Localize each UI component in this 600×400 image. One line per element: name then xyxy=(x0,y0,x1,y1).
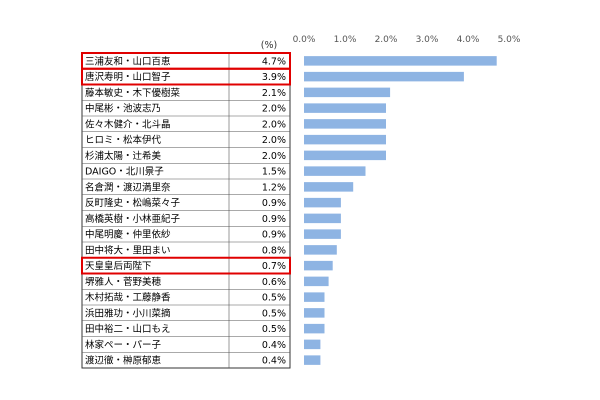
bar xyxy=(304,323,325,334)
value-label: 0.4% xyxy=(262,356,286,367)
bar xyxy=(304,134,386,145)
x-tick-label: 1.0% xyxy=(334,35,357,45)
category-label: 唐沢寿明・山口智子 xyxy=(85,71,171,83)
category-label: 佐々木健介・北斗晶 xyxy=(85,118,171,130)
bar xyxy=(304,197,341,208)
value-label: 2.1% xyxy=(262,88,286,99)
highlight-box xyxy=(81,67,291,86)
bar xyxy=(304,292,325,302)
bar xyxy=(304,150,386,161)
value-label: 0.5% xyxy=(262,324,286,335)
category-label: 堺雅人・菅野美穂 xyxy=(85,276,162,288)
value-label: 0.4% xyxy=(262,340,286,351)
bar xyxy=(304,260,333,271)
value-label: 1.5% xyxy=(262,167,286,178)
value-label: 0.9% xyxy=(262,214,286,225)
category-label: 名倉潤・渡辺満里奈 xyxy=(85,181,171,193)
bar xyxy=(304,182,354,192)
bar xyxy=(304,119,386,129)
bar xyxy=(304,56,497,66)
highlight-box xyxy=(81,256,291,275)
value-label: 2.0% xyxy=(262,119,286,130)
category-label: 杉浦太陽・辻希美 xyxy=(85,150,162,162)
x-tick-label: 0.0% xyxy=(293,35,316,45)
bar xyxy=(304,87,391,98)
bar xyxy=(304,213,341,224)
category-label: 渡辺徹・榊原郁恵 xyxy=(85,355,162,367)
category-label: DAIGO・北川景子 xyxy=(85,167,164,178)
bar xyxy=(304,339,321,350)
bar xyxy=(304,276,329,287)
value-label: 2.0% xyxy=(262,151,286,162)
bar xyxy=(304,71,464,82)
x-tick-label: 5.0% xyxy=(498,35,521,45)
category-label: 木村拓哉・工藤静香 xyxy=(85,292,171,304)
value-label: 1.2% xyxy=(262,182,286,193)
value-label: 0.9% xyxy=(262,198,286,209)
value-label: 0.5% xyxy=(262,308,286,319)
value-label: 2.0% xyxy=(262,104,286,115)
category-label: 田中裕二・山口もえ xyxy=(85,323,171,335)
category-label: 天皇皇后両陛下 xyxy=(85,260,152,272)
bar xyxy=(304,308,325,318)
value-label: 3.9% xyxy=(262,72,286,83)
category-label: 中尾明慶・仲里依紗 xyxy=(85,229,171,241)
bar xyxy=(304,355,321,365)
value-label: 0.8% xyxy=(262,245,286,256)
value-label: 0.5% xyxy=(262,293,286,304)
category-label: 三浦友和・山口百恵 xyxy=(85,55,171,67)
bar xyxy=(304,245,337,255)
category-label: 浜田雅功・小川菜摘 xyxy=(85,307,171,319)
bar xyxy=(304,166,366,176)
value-label: 4.7% xyxy=(262,56,286,67)
value-label: 0.7% xyxy=(262,261,286,272)
value-label: 0.6% xyxy=(262,277,286,288)
category-label: 中尾彬・池波志乃 xyxy=(85,103,161,115)
category-label: 藤本敏史・木下優樹菜 xyxy=(85,87,181,99)
category-label: 林家ペー・パー子 xyxy=(85,339,162,351)
unit-label: (%) xyxy=(261,40,277,51)
category-label: 高橋英樹・小林亜紀子 xyxy=(85,213,181,225)
x-tick-label: 3.0% xyxy=(416,35,439,45)
x-tick-label: 4.0% xyxy=(457,35,480,45)
bar xyxy=(304,103,386,113)
x-tick-label: 2.0% xyxy=(375,35,398,45)
value-label: 2.0% xyxy=(262,135,286,146)
category-label: 反町隆史・松嶋菜々子 xyxy=(85,197,181,209)
value-label: 0.9% xyxy=(262,230,286,241)
category-label: ヒロミ・松本伊代 xyxy=(85,134,162,146)
bar xyxy=(304,229,341,239)
category-label: 田中将大・里田まい xyxy=(85,244,171,256)
